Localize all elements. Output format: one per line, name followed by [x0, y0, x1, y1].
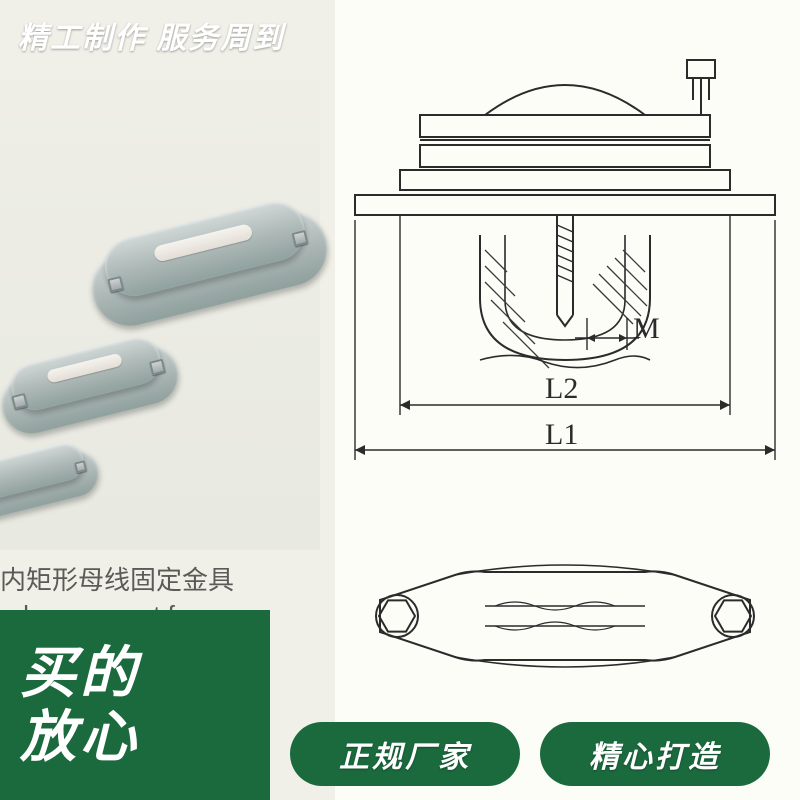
footer-big-line1: 买的	[20, 641, 270, 705]
header-text: 精工制作 服务周到	[18, 13, 284, 57]
footer-pill-a: 正规厂家	[290, 722, 520, 786]
footer-pill-b: 精心打造	[540, 722, 770, 786]
product-photo	[0, 80, 320, 550]
header-slogan: 精工制作 服务周到	[0, 6, 284, 64]
footer-pill-a-text: 正规厂家	[339, 732, 471, 776]
caption-cn: 内矩形母线固定金具	[0, 560, 234, 597]
page-root: 精工制作 服务周到 内矩形母线固定金具 ndoor support for	[0, 0, 800, 800]
footer-pill-b-text: 精心打造	[589, 732, 721, 776]
dim-label-l1: L1	[545, 418, 578, 452]
dim-label-l2: L2	[545, 372, 578, 406]
dim-label-m: M	[633, 312, 660, 346]
footer-big-line2: 放心	[20, 705, 270, 769]
technical-drawing: M L2 L1	[335, 0, 800, 800]
footer-left-block: 买的 放心	[0, 610, 270, 800]
